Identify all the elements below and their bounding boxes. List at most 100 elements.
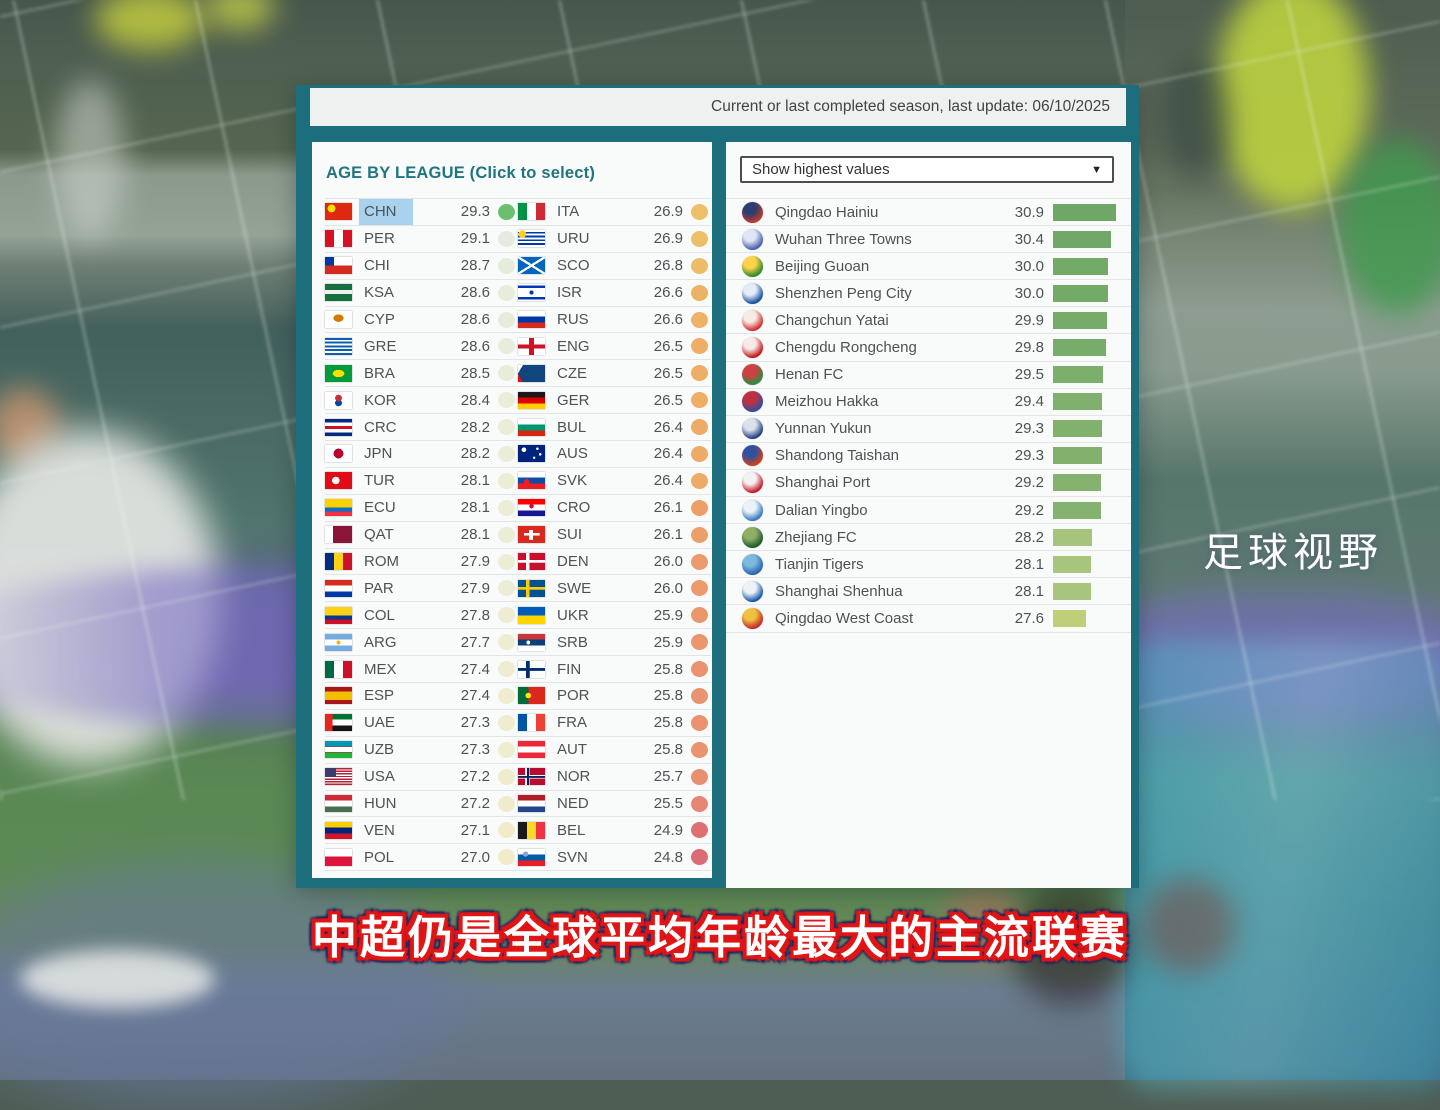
league-row-uzb[interactable]: UZB 27.3: [325, 737, 518, 764]
league-row-chi[interactable]: CHI 28.7: [325, 253, 518, 280]
league-row-svk[interactable]: SVK 26.4: [518, 468, 711, 495]
league-row-svn[interactable]: SVN 24.8: [518, 844, 711, 872]
league-row-par[interactable]: PAR 27.9: [325, 575, 518, 603]
league-row-ned[interactable]: NED 25.5: [518, 791, 711, 818]
league-code: CRC: [364, 418, 397, 436]
club-row[interactable]: Dalian Yingbo 29.2: [726, 497, 1131, 525]
league-code: KOR: [364, 391, 397, 409]
club-row[interactable]: Changchun Yatai 29.9: [726, 307, 1131, 335]
league-row-srb[interactable]: SRB 25.9: [518, 629, 711, 657]
league-row-jpn[interactable]: JPN 28.2: [325, 441, 518, 468]
league-row-arg[interactable]: ARG 27.7: [325, 629, 518, 657]
flag-aut-icon: [518, 741, 545, 759]
club-row[interactable]: Shanghai Port 29.2: [726, 470, 1131, 498]
club-bar-track: [1053, 420, 1129, 438]
league-row-sui[interactable]: SUI 26.1: [518, 522, 711, 549]
league-code: USA: [364, 768, 395, 786]
club-value: 29.4: [1014, 393, 1044, 411]
league-row-ukr[interactable]: UKR 25.9: [518, 602, 711, 630]
flag-por-icon: [518, 687, 545, 705]
league-row-cze[interactable]: CZE 26.5: [518, 360, 711, 388]
flag-kor-icon: [325, 391, 352, 409]
league-row-uru[interactable]: URU 26.9: [518, 226, 711, 253]
league-row-den[interactable]: DEN 26.0: [518, 549, 711, 576]
club-row[interactable]: Yunnan Yukun 29.3: [726, 416, 1131, 443]
league-row-ecu[interactable]: ECU 28.1: [325, 495, 518, 522]
league-value: 25.5: [653, 795, 683, 813]
league-row-eng[interactable]: ENG 26.5: [518, 333, 711, 361]
league-row-cyp[interactable]: CYP 28.6: [325, 307, 518, 334]
league-row-nor[interactable]: NOR 25.7: [518, 764, 711, 791]
league-value: 27.9: [460, 579, 490, 597]
league-value: 26.4: [653, 445, 683, 463]
league-row-qat[interactable]: QAT 28.1: [325, 522, 518, 549]
league-value: 26.1: [653, 499, 683, 517]
league-row-hun[interactable]: HUN 27.2: [325, 791, 518, 818]
league-row-ven[interactable]: VEN 27.1: [325, 817, 518, 845]
club-row[interactable]: Wuhan Three Towns 30.4: [726, 226, 1131, 254]
league-row-pol[interactable]: POL 27.0: [325, 844, 518, 872]
club-name: Wuhan Three Towns: [775, 230, 912, 248]
league-row-rus[interactable]: RUS 26.6: [518, 307, 711, 334]
league-row-rom[interactable]: ROM 27.9: [325, 549, 518, 576]
league-row-aut[interactable]: AUT 25.8: [518, 737, 711, 764]
club-row[interactable]: Meizhou Hakka 29.4: [726, 389, 1131, 416]
club-logo-icon: [742, 391, 763, 413]
club-row[interactable]: Chengdu Rongcheng 29.8: [726, 334, 1131, 362]
league-value: 28.6: [460, 337, 490, 355]
league-row-col[interactable]: COL 27.8: [325, 602, 518, 630]
age-dot: [691, 392, 708, 409]
age-dot: [691, 472, 708, 489]
club-name: Yunnan Yukun: [775, 420, 872, 438]
league-row-sco[interactable]: SCO 26.8: [518, 253, 711, 280]
league-code: RUS: [557, 311, 589, 328]
league-row-ita[interactable]: ITA 26.9: [518, 199, 711, 226]
league-row-por[interactable]: POR 25.8: [518, 683, 711, 710]
league-row-bra[interactable]: BRA 28.5: [325, 360, 518, 388]
league-row-mex[interactable]: MEX 27.4: [325, 656, 518, 684]
fan-white-blob: [55, 80, 125, 240]
league-row-ger[interactable]: GER 26.5: [518, 387, 711, 415]
league-row-gre[interactable]: GRE 28.6: [325, 333, 518, 361]
club-row[interactable]: Qingdao Hainiu 30.9: [726, 199, 1131, 227]
club-row[interactable]: Shanghai Shenhua 28.1: [726, 578, 1131, 606]
league-value: 25.8: [653, 687, 683, 705]
age-dot: [691, 284, 708, 301]
league-row-uae[interactable]: UAE 27.3: [325, 710, 518, 737]
flag-ger-icon: [518, 391, 545, 409]
club-row[interactable]: Shenzhen Peng City 30.0: [726, 280, 1131, 308]
club-row[interactable]: Qingdao West Coast 27.6: [726, 605, 1131, 633]
league-row-esp[interactable]: ESP 27.4: [325, 683, 518, 710]
flag-svk-icon: [518, 472, 545, 490]
league-row-isr[interactable]: ISR 26.6: [518, 280, 711, 307]
league-value: 25.9: [653, 606, 683, 624]
league-code: TUR: [364, 472, 395, 490]
league-row-bel[interactable]: BEL 24.9: [518, 817, 711, 845]
club-row[interactable]: Zhejiang FC 28.2: [726, 524, 1131, 552]
league-row-kor[interactable]: KOR 28.4: [325, 387, 518, 415]
league-row-fra[interactable]: FRA 25.8: [518, 710, 711, 737]
league-value: 26.0: [653, 579, 683, 597]
league-row-aus[interactable]: AUS 26.4: [518, 441, 711, 468]
league-row-fin[interactable]: FIN 25.8: [518, 656, 711, 684]
club-row[interactable]: Tianjin Tigers 28.1: [726, 551, 1131, 579]
club-row[interactable]: Henan FC 29.5: [726, 362, 1131, 389]
league-row-usa[interactable]: USA 27.2: [325, 764, 518, 791]
league-row-bul[interactable]: BUL 26.4: [518, 414, 711, 442]
club-row[interactable]: Beijing Guoan 30.0: [726, 253, 1131, 281]
league-value: 28.2: [460, 445, 490, 463]
league-row-cro[interactable]: CRO 26.1: [518, 495, 711, 522]
age-dot: [498, 257, 515, 274]
league-code: UZB: [364, 741, 394, 759]
league-row-tur[interactable]: TUR 28.1: [325, 468, 518, 495]
league-row-swe[interactable]: SWE 26.0: [518, 575, 711, 603]
club-name: Qingdao Hainiu: [775, 203, 879, 221]
league-row-ksa[interactable]: KSA 28.6: [325, 280, 518, 307]
flag-par-icon: [325, 579, 352, 597]
league-row-chn[interactable]: CHN 29.3: [325, 199, 518, 226]
club-row[interactable]: Shandong Taishan 29.3: [726, 443, 1131, 470]
club-logo-icon: [742, 526, 763, 548]
show-values-dropdown[interactable]: Show highest values ▼: [740, 156, 1114, 183]
league-row-per[interactable]: PER 29.1: [325, 226, 518, 253]
league-row-crc[interactable]: CRC 28.2: [325, 414, 518, 442]
